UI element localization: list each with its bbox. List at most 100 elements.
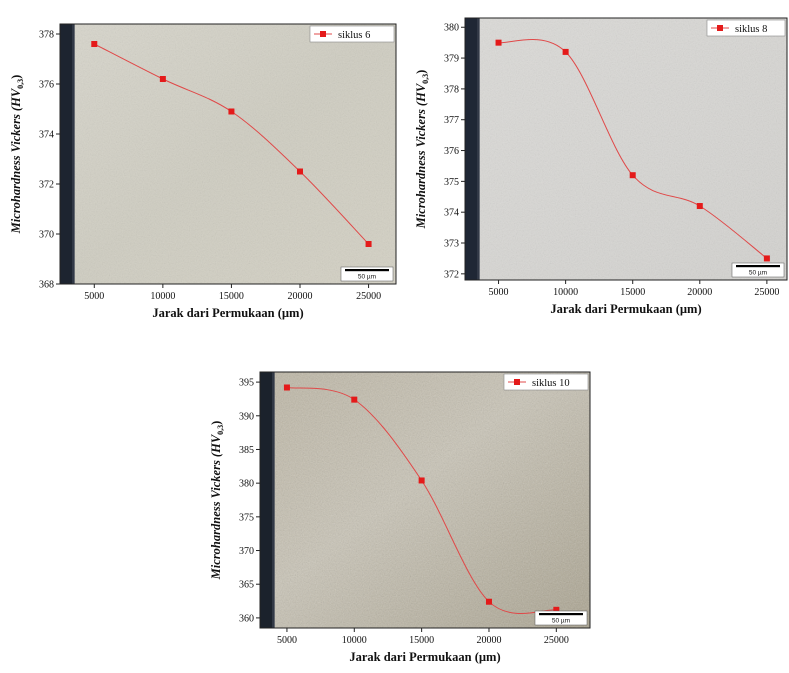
y-tick-label: 372 (444, 269, 459, 280)
legend-label: siklus 6 (338, 30, 370, 41)
scale-bar-label: 50 µm (358, 274, 376, 281)
y-axis-title-subscript: 0,3 (421, 74, 430, 84)
y-tick-label: 370 (239, 546, 254, 557)
data-point (696, 203, 703, 210)
legend-marker (717, 25, 723, 31)
y-axis-title-close: ) (209, 421, 223, 425)
x-tick-label: 15000 (219, 291, 244, 302)
legend: siklus 6 (309, 25, 395, 43)
x-axis-title: Jarak dari Permukaan (µm) (152, 306, 303, 320)
y-tick-label: 376 (39, 80, 54, 91)
legend-box (503, 373, 589, 391)
x-tick-label: 25000 (754, 287, 779, 298)
chart-panel: 368 370 372 374 376 378 5000 10000 15000 20000 250… (9, 23, 397, 320)
legend: siklus 10 (503, 373, 589, 391)
data-point (351, 396, 358, 403)
data-point (629, 172, 636, 179)
y-axis-title-close: ) (414, 70, 428, 74)
surface-edge-highlight (272, 372, 275, 628)
x-tick-label: 20000 (687, 287, 712, 298)
data-point (418, 477, 425, 484)
data-point (562, 48, 569, 55)
y-tick-label: 380 (239, 479, 254, 490)
y-tick-label: 379 (444, 54, 459, 65)
y-axis-title-text: Microhardness Vickers (HV (414, 82, 428, 229)
y-tick-label: 375 (444, 177, 459, 188)
chart-panel: 372 373 374 375 376 377 378 379 380 5000 10000 1500… (414, 17, 788, 316)
scale-bar-line (736, 265, 780, 268)
x-tick-label: 10000 (150, 291, 175, 302)
y-tick-label: 390 (239, 411, 254, 422)
micrograph-texture (465, 18, 787, 280)
y-axis-title: Microhardness Vickers (HV0,3) (414, 70, 430, 230)
scale-bar: 50 µm (534, 610, 588, 626)
scale-bar-label: 50 µm (552, 618, 570, 625)
x-tick-label: 10000 (553, 287, 578, 298)
y-tick-label: 378 (39, 30, 54, 41)
legend-marker (320, 31, 326, 37)
chart-panel: 360 365 370 375 380 385 390 395 5000 10000 15000 20… (209, 371, 591, 664)
x-axis-title: Jarak dari Permukaan (µm) (349, 650, 500, 664)
x-tick-label: 10000 (342, 635, 367, 646)
x-tick-label: 5000 (277, 635, 297, 646)
y-axis-title: Microhardness Vickers (HV0,3) (209, 421, 225, 581)
plot-frame (59, 23, 397, 285)
data-point (159, 76, 166, 82)
x-tick-label: 25000 (356, 291, 381, 302)
surface-edge-highlight (72, 24, 75, 284)
scale-bar-line (539, 613, 583, 616)
y-axis-title-subscript: 0,3 (16, 79, 25, 89)
data-point (485, 598, 492, 605)
legend-label: siklus 8 (735, 24, 767, 35)
surface-edge (465, 18, 479, 280)
y-tick-label: 373 (444, 239, 459, 250)
legend-box (706, 19, 786, 37)
data-point (365, 241, 372, 247)
y-tick-label: 377 (444, 115, 459, 126)
scale-bar-label: 50 µm (749, 270, 767, 277)
x-tick-label: 5000 (84, 291, 104, 302)
y-tick-label: 365 (239, 580, 254, 591)
y-tick-label: 374 (444, 208, 459, 219)
y-tick-label: 360 (239, 613, 254, 624)
legend-marker (514, 379, 520, 385)
x-tick-label: 15000 (409, 635, 434, 646)
y-tick-label: 368 (39, 280, 54, 291)
x-tick-label: 15000 (620, 287, 645, 298)
data-point (228, 108, 235, 115)
data-point (297, 168, 303, 175)
x-tick-label: 20000 (288, 291, 313, 302)
surface-edge (260, 372, 274, 628)
legend-label: siklus 10 (532, 378, 570, 389)
scale-bar-line (345, 269, 389, 272)
data-point (91, 41, 98, 47)
micrograph-texture (260, 372, 590, 628)
y-tick-label: 375 (239, 512, 254, 523)
data-point (283, 384, 290, 391)
legend: siklus 8 (706, 19, 786, 37)
y-tick-label: 370 (39, 230, 54, 241)
scale-bar: 50 µm (340, 266, 394, 282)
scale-bar: 50 µm (731, 262, 785, 278)
y-tick-label: 374 (39, 130, 54, 141)
y-tick-label: 372 (39, 180, 54, 191)
legend-box (309, 25, 395, 43)
data-point (495, 39, 502, 46)
y-tick-label: 378 (444, 84, 459, 95)
x-tick-label: 5000 (489, 287, 509, 298)
y-axis-title-close: ) (9, 75, 23, 79)
plot-frame (464, 17, 788, 281)
data-point (763, 255, 770, 262)
y-axis-title: Microhardness Vickers (HV0,3) (9, 75, 25, 235)
y-tick-label: 385 (239, 445, 254, 456)
y-axis-title-text: Microhardness Vickers (HV (209, 433, 223, 580)
y-axis-title-subscript: 0,3 (216, 425, 225, 435)
data-point (553, 606, 560, 613)
x-axis-title: Jarak dari Permukaan (µm) (550, 302, 701, 316)
y-axis-title-text: Microhardness Vickers (HV (9, 87, 23, 234)
y-tick-label: 380 (444, 23, 459, 34)
x-tick-label: 25000 (544, 635, 569, 646)
y-tick-label: 395 (239, 378, 254, 389)
surface-edge (60, 24, 74, 284)
